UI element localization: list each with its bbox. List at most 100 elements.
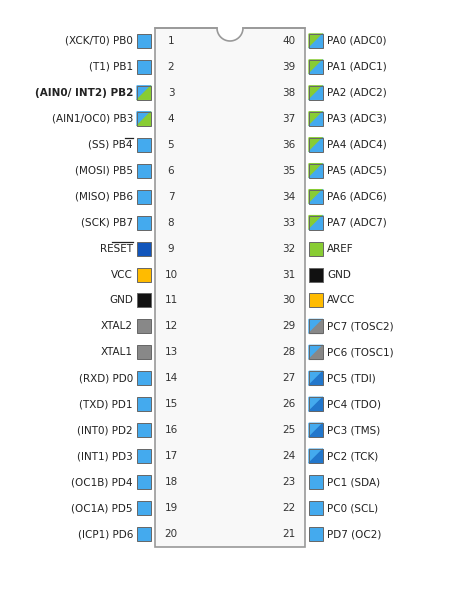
Bar [137,527,151,541]
Text: 1: 1 [168,36,174,46]
Text: (TXD) PD1: (TXD) PD1 [80,399,133,409]
Polygon shape [309,190,323,204]
Bar [309,216,323,230]
Text: PC4 (TDO): PC4 (TDO) [327,399,381,409]
Text: 9: 9 [168,244,174,254]
Text: PC1 (SDA): PC1 (SDA) [327,477,380,487]
Bar [309,475,323,489]
Text: (XCK/T0) PB0: (XCK/T0) PB0 [65,36,133,46]
Bar [309,164,323,178]
Text: PC3 (TMS): PC3 (TMS) [327,425,380,435]
Text: 11: 11 [164,296,178,306]
Polygon shape [309,86,323,100]
Bar [137,423,151,437]
Text: 2: 2 [168,62,174,72]
Text: 5: 5 [168,140,174,150]
Polygon shape [309,164,323,178]
Polygon shape [309,60,323,74]
Bar [309,293,323,307]
Text: PC5 (TDI): PC5 (TDI) [327,373,376,383]
Bar [137,267,151,282]
Text: PA0 (ADC0): PA0 (ADC0) [327,36,386,46]
Text: 32: 32 [283,244,296,254]
Text: 20: 20 [164,529,178,539]
Polygon shape [309,34,323,48]
Text: (T1) PB1: (T1) PB1 [89,62,133,72]
Bar [309,112,323,126]
Text: PA4 (ADC4): PA4 (ADC4) [327,140,387,150]
Text: 24: 24 [283,451,296,461]
Text: VCC: VCC [111,270,133,280]
Text: (AIN1/OC0) PB3: (AIN1/OC0) PB3 [52,114,133,124]
Bar [137,112,151,126]
Polygon shape [309,449,323,463]
Text: 14: 14 [164,373,178,383]
Text: 10: 10 [164,270,178,280]
Bar [137,34,151,48]
Text: 19: 19 [164,503,178,513]
Text: 36: 36 [283,140,296,150]
Bar [137,501,151,515]
Text: 12: 12 [164,322,178,332]
Polygon shape [309,319,323,333]
Bar [137,449,151,463]
Text: (RXD) PD0: (RXD) PD0 [79,373,133,383]
Text: 28: 28 [283,348,296,358]
Bar [137,319,151,333]
Bar [137,371,151,385]
Text: 15: 15 [164,399,178,409]
Bar [137,164,151,178]
Text: 38: 38 [283,88,296,98]
Bar [309,34,323,48]
Text: 39: 39 [283,62,296,72]
Text: 34: 34 [283,191,296,201]
Text: PC7 (TOSC2): PC7 (TOSC2) [327,322,393,332]
Text: RESET: RESET [100,244,133,254]
Text: 13: 13 [164,348,178,358]
Bar [137,241,151,256]
Text: PA5 (ADC5): PA5 (ADC5) [327,166,387,176]
Bar [137,397,151,411]
Text: (INT1) PD3: (INT1) PD3 [77,451,133,461]
Text: PA7 (ADC7): PA7 (ADC7) [327,217,387,227]
Polygon shape [309,345,323,359]
Bar [309,449,323,463]
Polygon shape [137,86,151,100]
Bar [309,190,323,204]
Polygon shape [137,112,151,126]
Text: 26: 26 [283,399,296,409]
Text: GND: GND [327,270,351,280]
Polygon shape [309,423,323,437]
Polygon shape [309,371,323,385]
Text: 27: 27 [283,373,296,383]
Bar [309,138,323,152]
Bar [137,60,151,74]
Bar [137,138,151,152]
Polygon shape [309,397,323,411]
Polygon shape [309,164,323,178]
Bar [309,423,323,437]
Polygon shape [309,216,323,230]
Text: 31: 31 [283,270,296,280]
Polygon shape [309,112,323,126]
Text: 6: 6 [168,166,174,176]
Text: 29: 29 [283,322,296,332]
Bar [309,527,323,541]
Bar [309,86,323,100]
Text: PA2 (ADC2): PA2 (ADC2) [327,88,387,98]
Text: 21: 21 [283,529,296,539]
Text: (AIN0/ INT2) PB2: (AIN0/ INT2) PB2 [35,88,133,98]
Text: 22: 22 [283,503,296,513]
Polygon shape [137,86,151,100]
Text: 33: 33 [283,217,296,227]
Text: 16: 16 [164,425,178,435]
Polygon shape [309,397,323,411]
Bar [137,216,151,230]
Text: 35: 35 [283,166,296,176]
Text: (MISO) PB6: (MISO) PB6 [75,191,133,201]
Polygon shape [309,319,323,333]
Polygon shape [309,34,323,48]
Text: (ICP1) PD6: (ICP1) PD6 [78,529,133,539]
Text: 18: 18 [164,477,178,487]
Polygon shape [309,138,323,152]
